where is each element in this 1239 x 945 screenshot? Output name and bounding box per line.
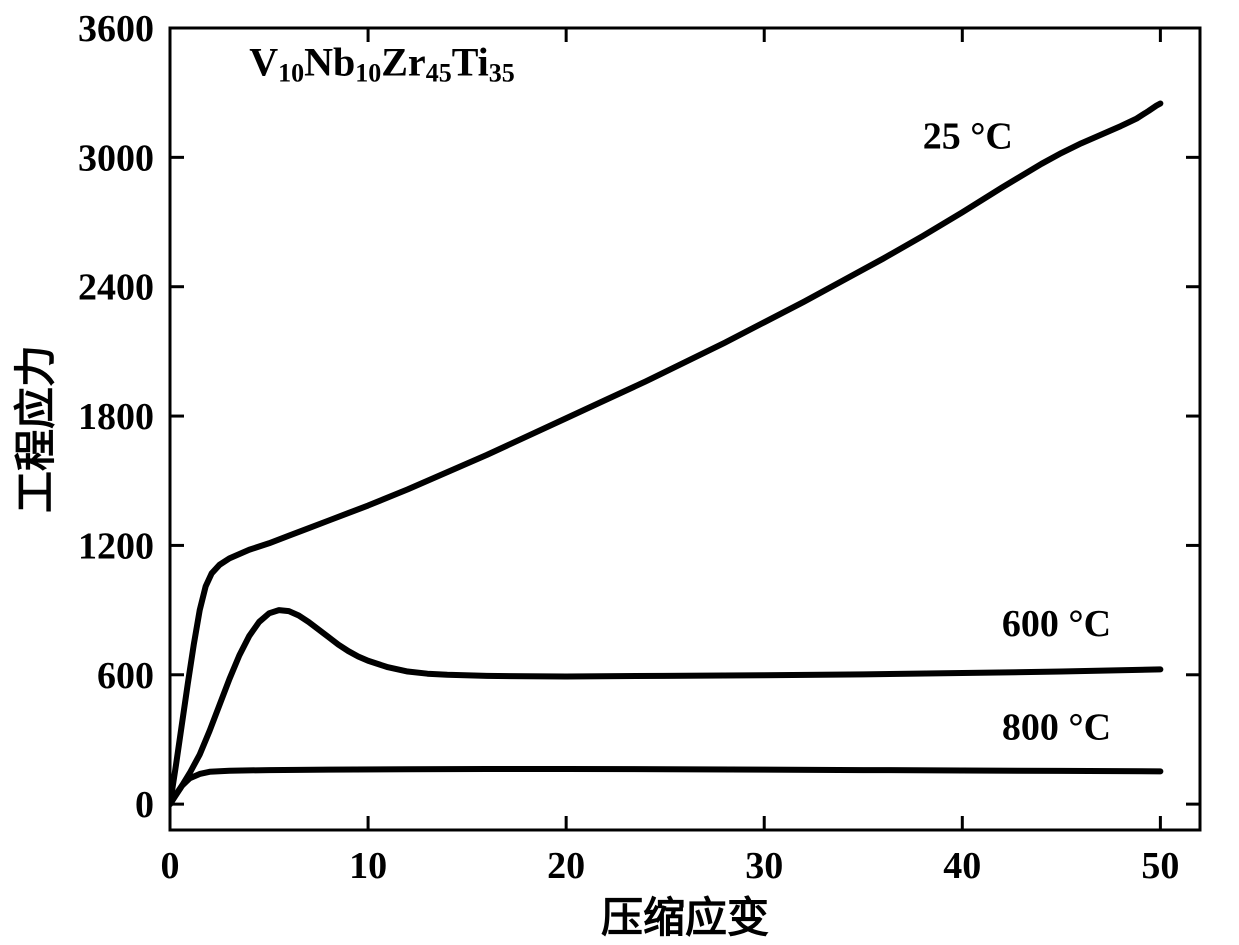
y-tick-label: 3600 [78, 8, 154, 50]
formula-subscript: 10 [355, 59, 381, 88]
composition-formula: V10Nb10Zr45Ti35 [249, 39, 515, 87]
series-label-1: 600 °C [1002, 603, 1111, 645]
y-tick-label: 1800 [78, 396, 154, 438]
y-tick-label: 2400 [78, 267, 154, 309]
y-axis-label: 工程应力 [13, 345, 60, 513]
x-tick-label: 50 [1141, 845, 1179, 887]
x-tick-label: 0 [161, 845, 180, 887]
series-line-0 [170, 103, 1160, 804]
formula-element: Nb [304, 39, 355, 84]
x-tick-label: 40 [943, 845, 981, 887]
x-tick-label: 10 [349, 845, 387, 887]
series-label-2: 800 °C [1002, 706, 1111, 748]
formula-subscript: 35 [489, 59, 515, 88]
formula-subscript: 45 [426, 59, 452, 88]
x-tick-label: 20 [547, 845, 585, 887]
y-tick-label: 3000 [78, 137, 154, 179]
formula-element: V [249, 39, 278, 84]
x-axis-label: 压缩应变 [601, 895, 769, 942]
stress-strain-chart: 0 10 20 30 40 50 0 600 1200 1800 2400 3000 3600 压缩应变 工… [0, 0, 1239, 945]
series-label-0: 25 °C [923, 116, 1013, 158]
y-tick-label: 0 [135, 784, 154, 826]
series-line-2 [170, 769, 1160, 804]
chart-container: 0 10 20 30 40 50 0 600 1200 1800 2400 3000 3600 压缩应变 工… [0, 0, 1239, 945]
formula-element: Zr [381, 39, 425, 84]
y-tick-label: 1200 [78, 525, 154, 567]
y-tick-label: 600 [97, 655, 154, 697]
x-tick-label: 30 [745, 845, 783, 887]
formula-subscript: 10 [278, 59, 304, 88]
formula-element: Ti [452, 39, 489, 84]
